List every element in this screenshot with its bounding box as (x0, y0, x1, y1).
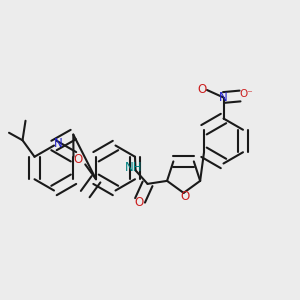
Text: O: O (74, 153, 82, 166)
Text: O: O (181, 190, 190, 203)
Text: O⁻: O⁻ (239, 89, 253, 100)
Text: O: O (134, 196, 143, 209)
Text: NH: NH (125, 161, 143, 174)
Text: O: O (198, 83, 207, 97)
Text: N: N (219, 91, 228, 104)
Text: N: N (54, 136, 63, 150)
